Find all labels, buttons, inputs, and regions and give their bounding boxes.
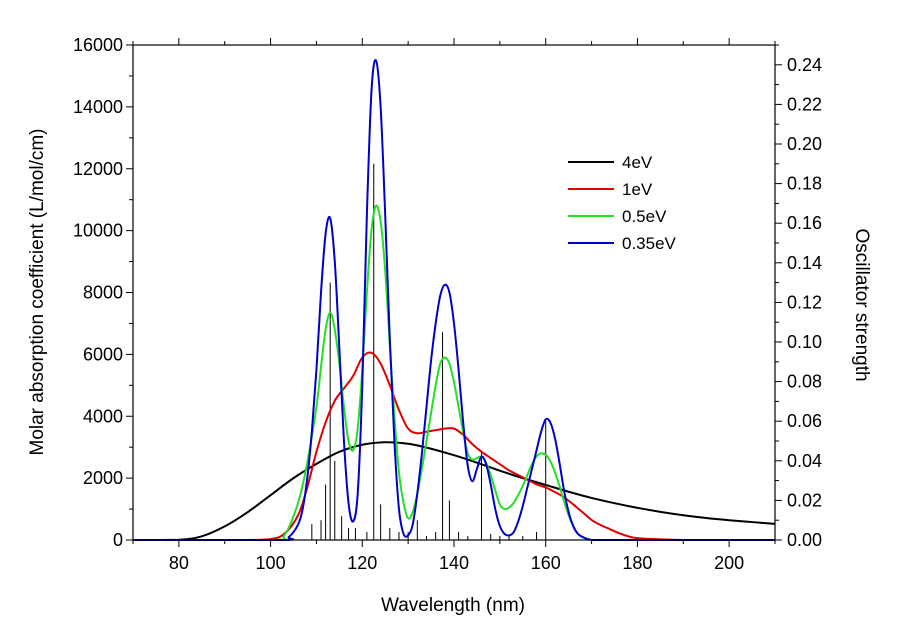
x-tick-label: 140 [439,553,469,573]
y2-axis-title: Oscillator strength [851,228,872,381]
y2-tick-label: 0.02 [787,490,822,510]
y2-tick-label: 0.06 [787,411,822,431]
legend-label: 1eV [622,180,653,199]
x-tick-label: 180 [622,553,652,573]
x-tick-label: 160 [531,553,561,573]
y-tick-label: 6000 [83,344,123,364]
x-tick-label: 200 [714,553,744,573]
y2-tick-label: 0.08 [787,372,822,392]
y2-tick-label: 0.22 [787,94,822,114]
x-tick-label: 100 [256,553,286,573]
y2-tick-label: 0.24 [787,55,822,75]
y2-tick-label: 0.14 [787,253,822,273]
y-tick-label: 12000 [73,159,123,179]
y2-tick-label: 0.12 [787,292,822,312]
tick-labels: 80 100 120 140 160 180 20002000400060008000100… [73,35,822,573]
series-line-0.35eV [133,59,775,542]
y-tick-label: 2000 [83,468,123,488]
y2-tick-label: 0.00 [787,530,822,550]
y-tick-label: 14000 [73,97,123,117]
y-tick-label: 16000 [73,35,123,55]
y-tick-label: 4000 [83,406,123,426]
series-line-4eV [132,441,776,541]
legend-label: 0.5eV [622,207,667,226]
legend: 4eV 1eV 0.5eV 0.35eV [568,153,677,253]
x-tick-label: 120 [347,553,377,573]
y-tick-label: 10000 [73,221,123,241]
legend-label: 4eV [622,153,653,172]
y2-tick-label: 0.18 [787,174,822,194]
y2-tick-label: 0.10 [787,332,822,352]
x-tick-label: 80 [169,553,189,573]
plot-frame [132,44,776,541]
y2-tick-label: 0.16 [787,213,822,233]
series-line-1eV [247,351,775,541]
series-line-0.5eV [133,204,775,542]
spectrum-series [132,59,776,542]
axis-ticks [126,38,782,547]
x-axis-title: Wavelength (nm) [381,595,525,616]
y2-tick-label: 0.20 [787,134,822,154]
oscillator-sticks [311,163,547,540]
y-axis-title: Molar absorption coefficient (L/mol/cm) [27,129,48,456]
legend-label: 0.35eV [622,234,677,253]
y-tick-label: 0 [113,530,123,550]
y-tick-label: 8000 [83,283,123,303]
y2-tick-label: 0.04 [787,451,822,471]
